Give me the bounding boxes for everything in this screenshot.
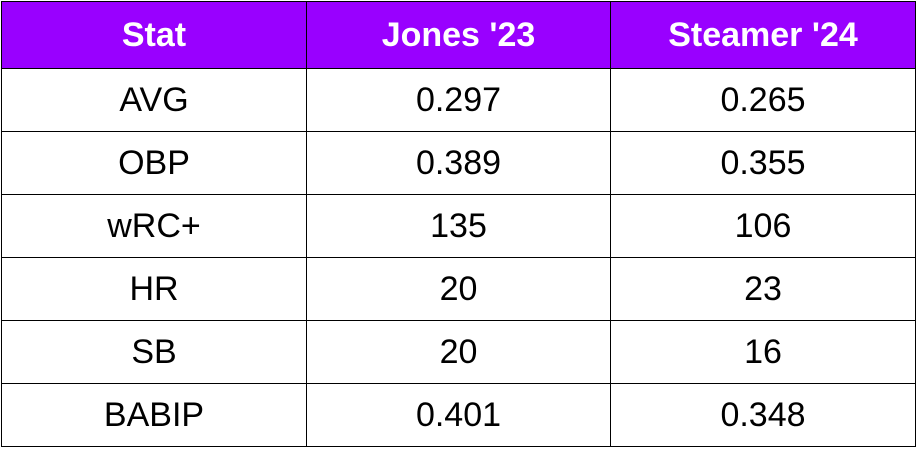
- table-row: SB 20 16: [1, 320, 916, 384]
- value-cell: 16: [610, 320, 916, 384]
- value-cell: 0.389: [306, 131, 611, 195]
- value-cell: 20: [306, 257, 611, 321]
- header-cell: Steamer '24: [610, 1, 916, 69]
- header-cell: Stat: [1, 1, 307, 69]
- table-row: OBP 0.389 0.355: [1, 131, 916, 195]
- stat-name-cell: OBP: [1, 131, 307, 195]
- stat-name-cell: BABIP: [1, 383, 307, 447]
- table-row: AVG 0.297 0.265: [1, 68, 916, 132]
- value-cell: 0.401: [306, 383, 611, 447]
- value-cell: 20: [306, 320, 611, 384]
- table-row: BABIP 0.401 0.348: [1, 383, 916, 447]
- stat-name-cell: wRC+: [1, 194, 307, 258]
- value-cell: 135: [306, 194, 611, 258]
- table-row: wRC+ 135 106: [1, 194, 916, 258]
- stat-name-cell: AVG: [1, 68, 307, 132]
- stat-name-cell: HR: [1, 257, 307, 321]
- table-row: HR 20 23: [1, 257, 916, 321]
- table-body: AVG 0.297 0.265 OBP 0.389 0.355 wRC+ 135 106 HR 20…: [1, 68, 916, 447]
- value-cell: 106: [610, 194, 916, 258]
- value-cell: 23: [610, 257, 916, 321]
- value-cell: 0.297: [306, 68, 611, 132]
- header-row: Stat Jones '23 Steamer '24: [1, 1, 916, 69]
- value-cell: 0.348: [610, 383, 916, 447]
- value-cell: 0.265: [610, 68, 916, 132]
- header-cell: Jones '23: [306, 1, 611, 69]
- stat-name-cell: SB: [1, 320, 307, 384]
- value-cell: 0.355: [610, 131, 916, 195]
